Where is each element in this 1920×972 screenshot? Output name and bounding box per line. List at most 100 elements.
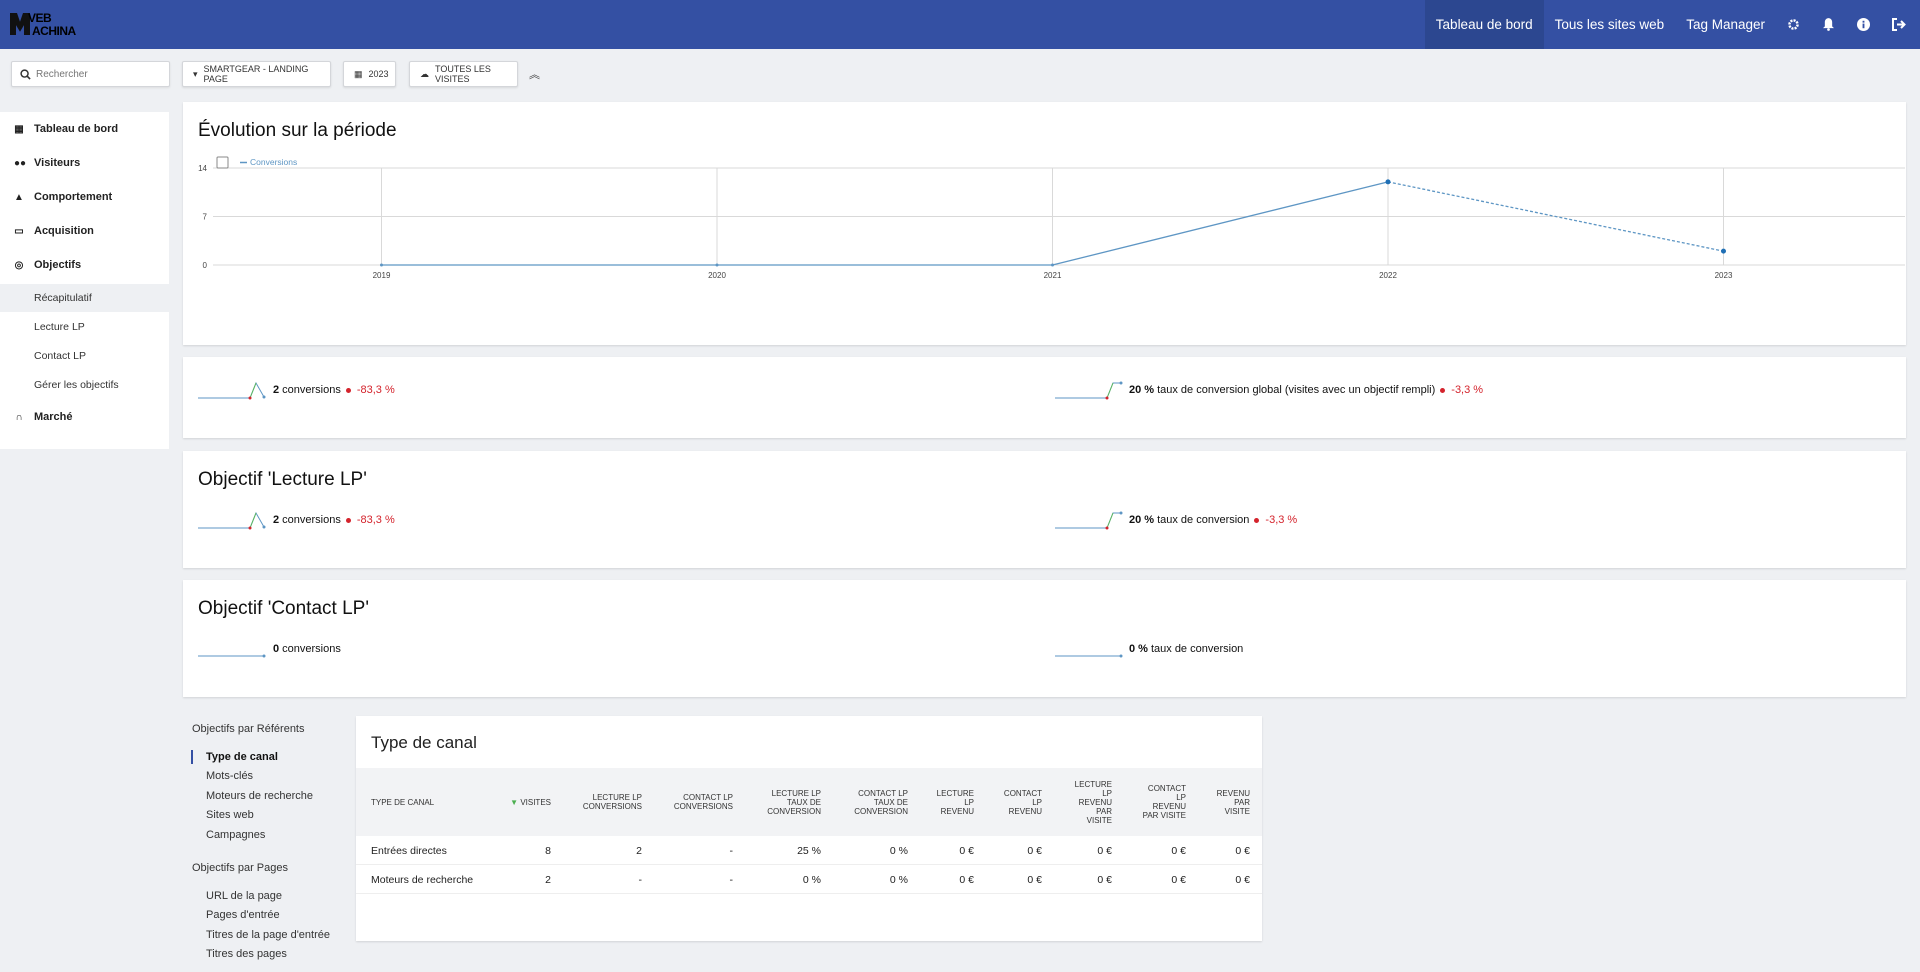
- down-arrow-icon: [1440, 387, 1446, 393]
- collapse-icon[interactable]: ︽: [529, 69, 540, 81]
- sidebar-sub-manage-goals[interactable]: Gérer les objectifs: [34, 379, 119, 391]
- column-header-line: CONTACT LP: [683, 793, 733, 802]
- site-selector[interactable]: ▾ SMARTGEAR - LANDING PAGE: [182, 61, 331, 87]
- column-header[interactable]: CONTACT LP REVENU PAR VISITE: [1143, 784, 1186, 820]
- table-cell: -: [638, 874, 643, 886]
- rate-sparkline: [1055, 654, 1123, 658]
- series-segment: [1387, 181, 1724, 252]
- app-logo[interactable]: VEB ACHINA: [10, 11, 90, 39]
- rate-label: taux de conversion: [1157, 514, 1250, 526]
- column-header[interactable]: ▼ VISITES: [510, 797, 551, 807]
- headset-icon: ∩: [15, 411, 23, 423]
- sidebar-item-goals[interactable]: ◎ Objectifs: [0, 248, 169, 282]
- segment-selector[interactable]: ☁ TOUTES LES VISITES: [409, 61, 518, 87]
- sidebar-sub-lecture-lp[interactable]: Lecture LP: [34, 321, 85, 333]
- channel-type-card: Type de canal TYPE DE CANAL ▼ VISITES LECT…: [356, 716, 1262, 941]
- table-cell: 0 €: [1097, 874, 1112, 886]
- column-header-line: REVENU: [1008, 806, 1042, 816]
- sidebar-item-behaviour[interactable]: ▲ Comportement: [0, 180, 169, 214]
- x-tick-label: 2020: [708, 271, 726, 280]
- active-indicator: [191, 750, 193, 764]
- chart-type-icon: [216, 156, 229, 169]
- nav-dashboard[interactable]: Tableau de bord: [1424, 0, 1544, 49]
- report-link-channel-type[interactable]: Type de canal: [206, 751, 278, 763]
- nav-all-sites[interactable]: Tous les sites web: [1554, 17, 1665, 32]
- column-header-line: PAR: [1234, 797, 1250, 807]
- table-row[interactable]: Moteurs de recherche 2 - - 0 % 0 % 0 € 0 € 0 € 0 …: [356, 865, 1262, 894]
- rate-value: 0 %: [1129, 643, 1148, 655]
- down-arrow-icon: [345, 517, 351, 523]
- sidebar-item-market[interactable]: ∩ Marché: [0, 400, 169, 434]
- goal-contact-rate: 0 % taux de conversion: [1129, 643, 1243, 655]
- column-header[interactable]: LECTURE LP REVENU PAR VISITE: [1075, 780, 1112, 825]
- evolution-chart: 0 7 14 2019 2020 2021 2022 2023 Conversions: [198, 156, 1905, 280]
- sidebar-sub-summary[interactable]: Récapitulatif: [0, 284, 169, 312]
- column-header-line: CONVERSION: [854, 806, 908, 816]
- column-header-line: CONTACT: [1003, 788, 1042, 798]
- sidebar-item-dashboard[interactable]: ▦ Tableau de bord: [0, 112, 169, 146]
- sidebar: ▦ Tableau de bord ●● Visiteurs ▲ Comporteme…: [0, 112, 169, 449]
- report-link-page-url[interactable]: URL de la page: [206, 890, 283, 902]
- grid-icon: ▦: [14, 123, 24, 135]
- period-label: 2023: [368, 69, 389, 79]
- bell-icon[interactable]: [1811, 0, 1846, 49]
- top-bar: VEB ACHINA Tableau de bord Tous les site…: [0, 0, 1920, 49]
- search-box[interactable]: [11, 61, 170, 87]
- pages-heading: Objectifs par Pages: [192, 862, 288, 874]
- report-link-search-engines[interactable]: Moteurs de recherche: [206, 790, 313, 802]
- conversions-change: -83,3 %: [356, 514, 395, 526]
- column-header[interactable]: CONTACT LP REVENU: [1004, 789, 1042, 816]
- column-header[interactable]: REVENU PAR VISITE: [1217, 789, 1250, 816]
- x-tick-label: 2021: [1044, 271, 1062, 280]
- table-row[interactable]: Entrées directes 8 2 - 25 % 0 % 0 € 0 € 0 € 0 € 0 …: [356, 836, 1262, 865]
- table-cell: 2: [545, 874, 551, 886]
- table-cell: 0 €: [1097, 845, 1112, 857]
- info-icon[interactable]: [1846, 0, 1881, 49]
- table-cell: 8: [545, 845, 551, 857]
- data-point: [1721, 248, 1726, 254]
- logout-icon[interactable]: [1881, 0, 1916, 49]
- column-header[interactable]: LECTURE LP REVENU: [937, 789, 974, 816]
- search-input[interactable]: [36, 68, 156, 80]
- sidebar-item-visitors[interactable]: ●● Visiteurs: [0, 146, 169, 180]
- rate-label: taux de conversion global (visites avec …: [1157, 384, 1436, 396]
- conversions-value: 2: [273, 384, 280, 396]
- nav-tag-manager[interactable]: Tag Manager: [1686, 17, 1765, 32]
- legend-label: Conversions: [250, 157, 297, 167]
- table-cell: 0 %: [802, 874, 821, 886]
- conversions-label: conversions: [282, 643, 341, 655]
- settings-icon[interactable]: [1776, 0, 1811, 49]
- bell-icon: ▲: [14, 191, 24, 203]
- calendar-icon: ▦: [354, 68, 363, 79]
- binoculars-icon: ●●: [14, 157, 27, 169]
- report-link-entry-page-titles[interactable]: Titres de la page d'entrée: [206, 929, 330, 941]
- table-cell: 0 %: [889, 845, 908, 857]
- period-selector[interactable]: ▦ 2023: [343, 61, 396, 87]
- report-link-websites[interactable]: Sites web: [206, 809, 254, 821]
- report-link-campaigns[interactable]: Campagnes: [206, 829, 266, 841]
- report-link-page-titles[interactable]: Titres des pages: [206, 948, 287, 960]
- column-header-line: TAUX DE: [873, 797, 908, 807]
- column-header[interactable]: TYPE DE CANAL: [371, 798, 434, 807]
- sidebar-item-label: Visiteurs: [34, 157, 81, 169]
- column-header-line: TYPE DE CANAL: [371, 797, 435, 807]
- segment-label: TOUTES LES VISITES: [435, 64, 491, 84]
- sidebar-item-acquisition[interactable]: ▭ Acquisition: [0, 214, 169, 248]
- sidebar-sub-contact-lp[interactable]: Contact LP: [34, 350, 86, 362]
- column-header-line: LECTURE: [1074, 779, 1112, 789]
- conversions-change: -83,3 %: [356, 384, 395, 396]
- conversions-sparkline: [198, 381, 266, 400]
- report-link-keywords[interactable]: Mots-clés: [206, 770, 254, 782]
- y-tick-label: 14: [198, 164, 207, 173]
- column-header[interactable]: CONTACT LP CONVERSIONS: [674, 793, 733, 811]
- column-header-line: LP: [1102, 788, 1112, 798]
- column-header-line: TAUX DE: [786, 797, 821, 807]
- x-tick-label: 2022: [1379, 271, 1397, 280]
- column-header[interactable]: CONTACT LP TAUX DE CONVERSION: [854, 789, 908, 816]
- goal-lecture-rate: 20 % taux de conversion -3,3 %: [1129, 514, 1297, 526]
- referrers-heading: Objectifs par Référents: [192, 723, 305, 735]
- logo-text-line2: ACHINA: [32, 24, 76, 38]
- column-header[interactable]: LECTURE LP TAUX DE CONVERSION: [767, 789, 821, 816]
- column-header[interactable]: LECTURE LP CONVERSIONS: [583, 793, 642, 811]
- report-link-entry-pages[interactable]: Pages d'entrée: [206, 909, 280, 921]
